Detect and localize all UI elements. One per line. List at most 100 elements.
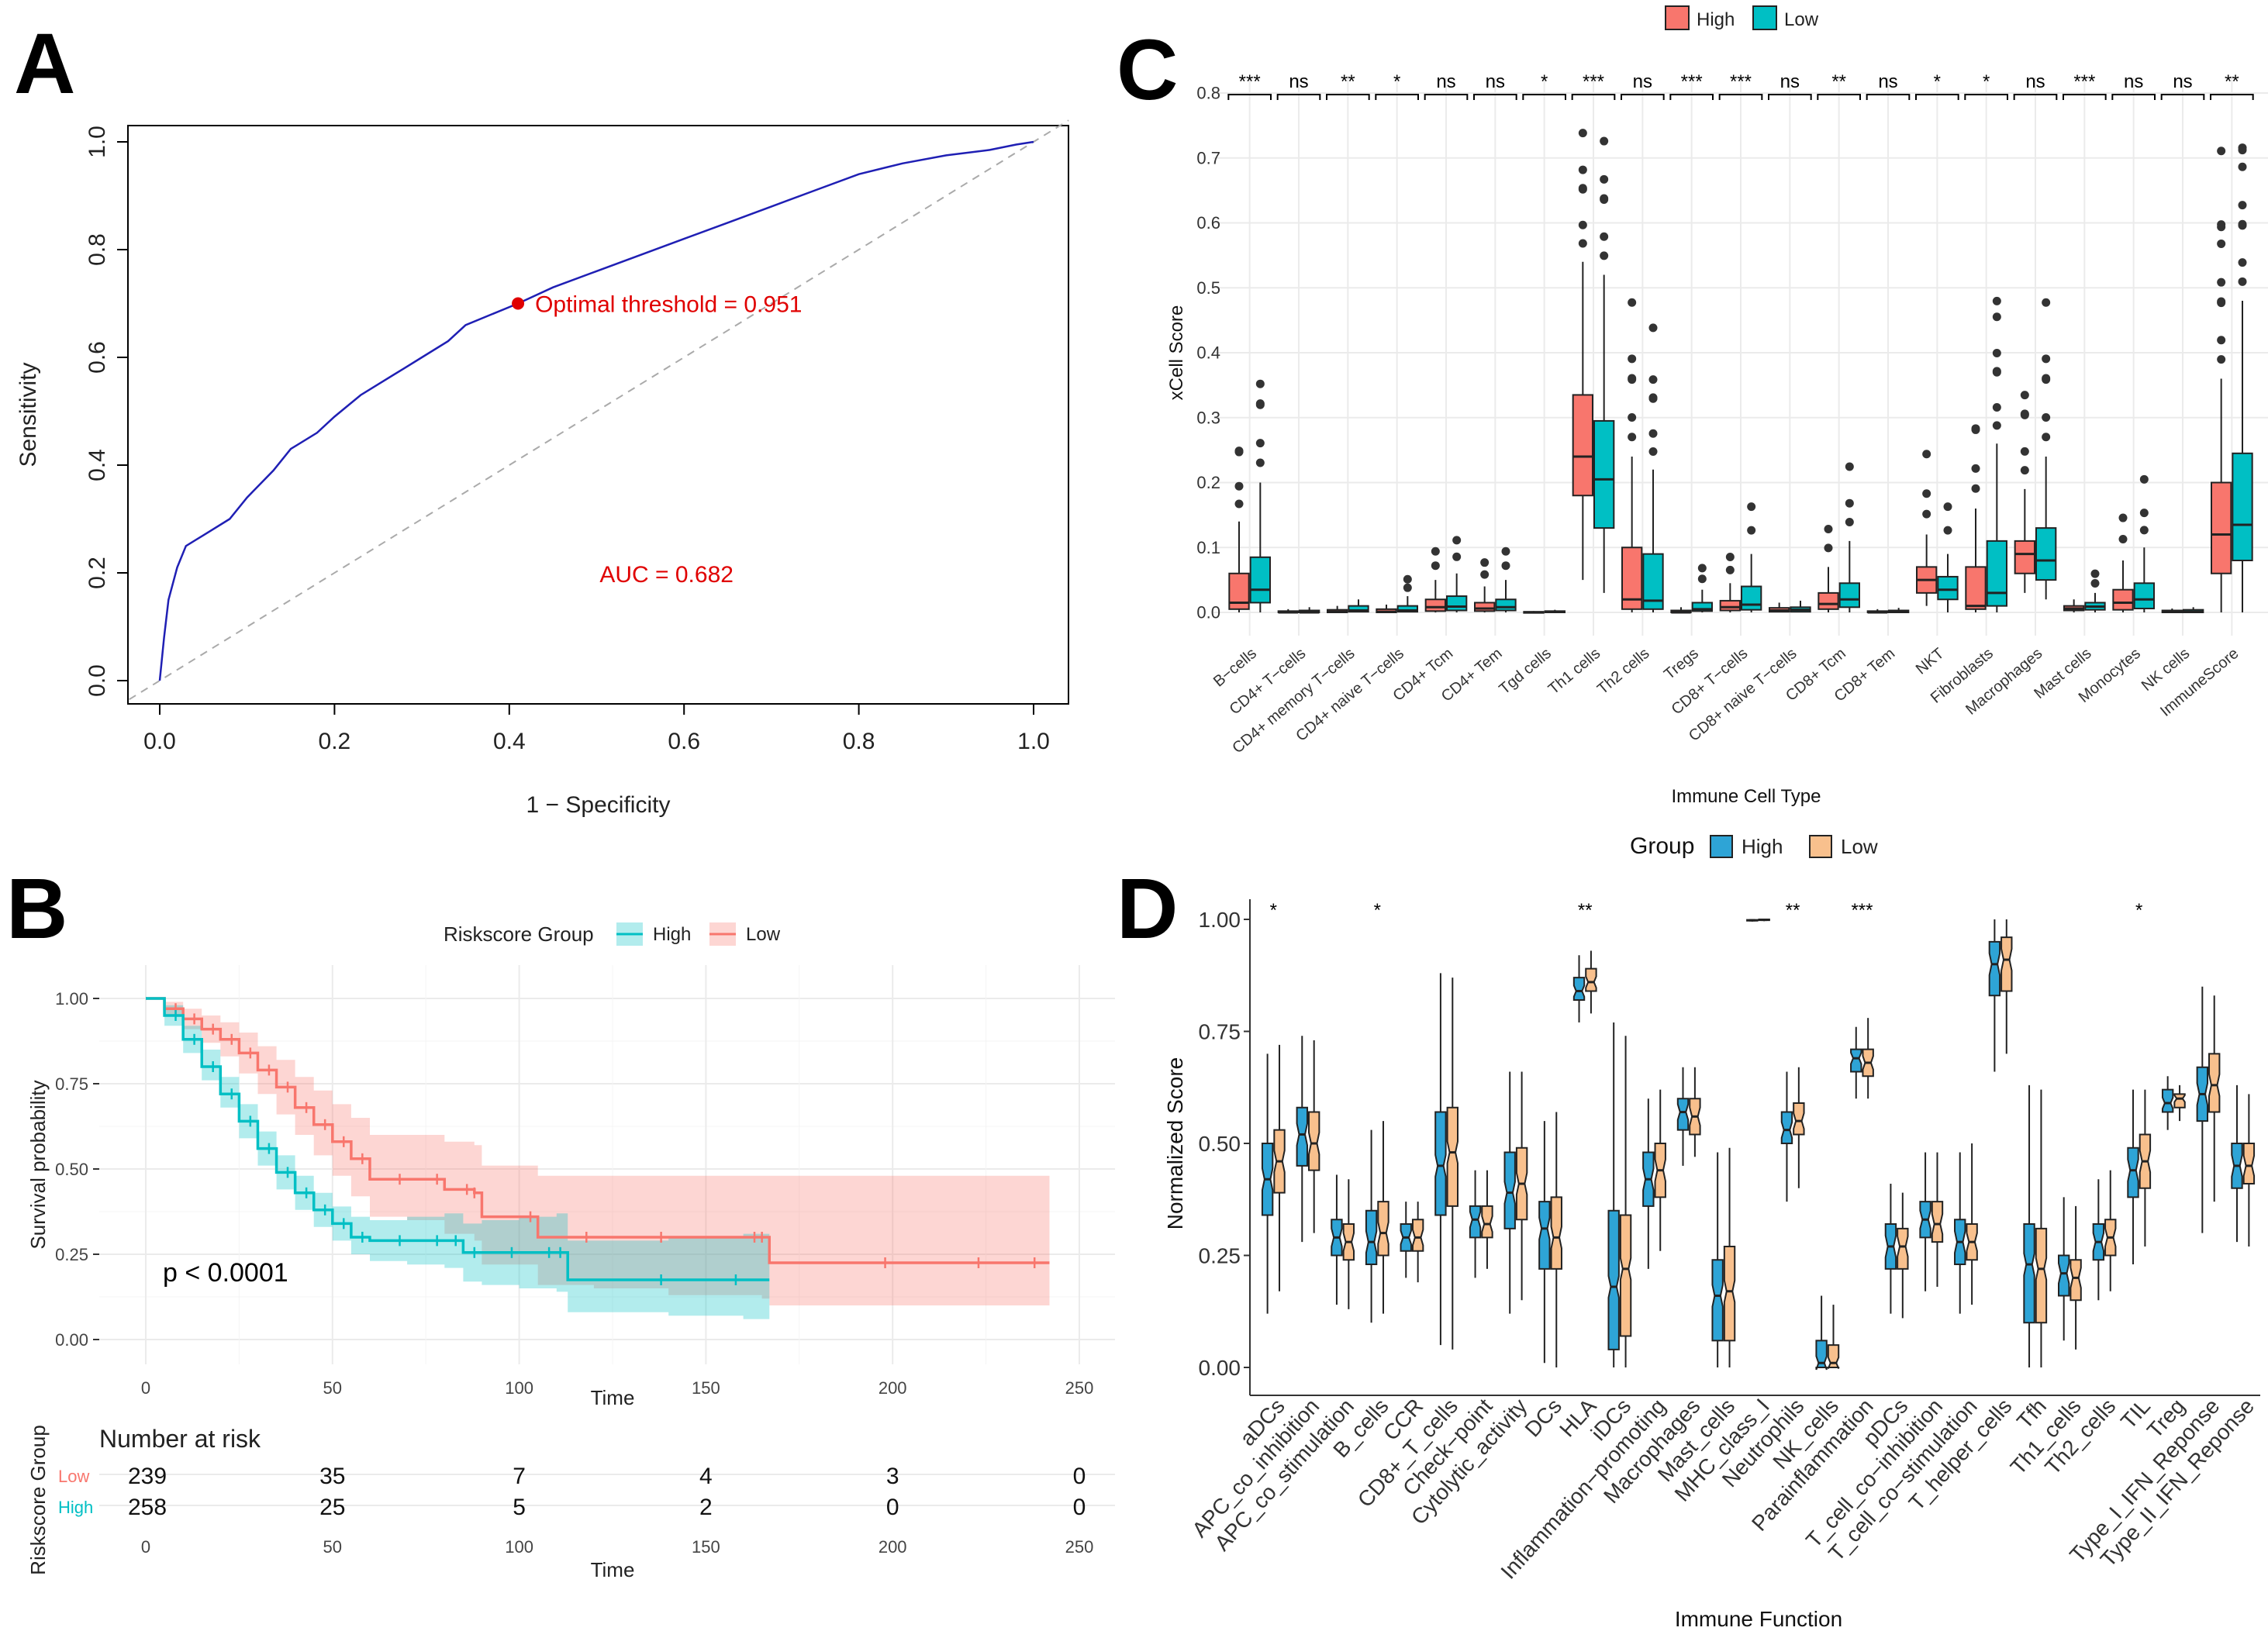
category-label: Tgd cells (1496, 645, 1554, 698)
outlier-point (1697, 574, 1707, 584)
significance-label: ns (2124, 71, 2143, 92)
box-low (1931, 1201, 1944, 1243)
significance-label: *** (1851, 900, 1873, 921)
panel-c-xcell: 0.00.10.20.30.40.50.60.70.8***B−cellsnsC… (1166, 5, 2268, 807)
box-high (1676, 1098, 1690, 1131)
outlier-point (1922, 489, 1931, 498)
outlier-point (1403, 574, 1412, 584)
significance-bracket (1473, 94, 1517, 100)
outlier-point (1628, 413, 1637, 422)
legend-key-low (1752, 5, 1777, 30)
box-high (1780, 1111, 1793, 1144)
outlier-point (1628, 298, 1637, 307)
significance-label: * (1374, 900, 1381, 921)
box-high (1607, 1209, 1620, 1350)
outlier-point (1255, 379, 1265, 388)
y-tick-label: 0.75 (55, 1074, 88, 1094)
box-high (1850, 1048, 1862, 1073)
y-tick-label: 0.7 (1196, 148, 1220, 167)
x-tick-label: 1.0 (1017, 729, 1050, 754)
significance-bracket (1424, 94, 1469, 100)
significance-bracket (2013, 94, 2058, 100)
outlier-point (1992, 348, 2001, 357)
plot-bg (99, 965, 1115, 1364)
significance-label: *** (1239, 71, 1261, 92)
significance-label: * (1983, 71, 1990, 92)
outlier-point (1845, 498, 1854, 508)
outlier-point (2217, 239, 2226, 248)
outlier-point (1725, 565, 1735, 574)
y-tick-label: 0.2 (85, 557, 110, 589)
legend-label-high: High (1742, 835, 1783, 858)
box-high (2058, 1254, 2070, 1297)
risk-count: 35 (319, 1464, 345, 1489)
significance-label: ns (1878, 71, 1897, 92)
risk-count: 5 (513, 1495, 526, 1520)
diagonal-reference (129, 119, 1069, 701)
y-tick-label: 0.50 (55, 1160, 88, 1179)
outlier-point (2217, 220, 2226, 229)
category-label: NKT (1913, 645, 1948, 678)
outlier-point (2139, 526, 2149, 535)
y-tick-label: 0.00 (1199, 1356, 1241, 1380)
outlier-point (1600, 232, 1609, 241)
box-low (1723, 1245, 1736, 1342)
outlier-point (2020, 447, 2029, 456)
significance-bracket (1621, 94, 1665, 100)
significance-label: ns (2025, 71, 2045, 92)
outlier-point (1600, 251, 1609, 260)
outlier-point (1234, 499, 1244, 509)
outlier-point (1578, 165, 1587, 174)
x-tick-label: 100 (505, 1378, 533, 1398)
risk-table-title: Number at risk (99, 1425, 261, 1453)
outlier-point (2217, 278, 2226, 287)
outlier-point (2042, 374, 2051, 383)
legend-title: Group (1630, 833, 1694, 859)
risk-x-tick-label: 200 (879, 1537, 907, 1557)
panel-d-immune-function: 0.000.250.500.751.00 *aDCsAPC_co_inhibiti… (1163, 833, 2260, 1631)
x-tick-label: 0.6 (668, 729, 700, 754)
significance-bracket (2111, 94, 2156, 100)
legend-key-high (1665, 5, 1690, 30)
box-low (2242, 1143, 2256, 1185)
outlier-point (1480, 558, 1490, 567)
risk-count: 0 (886, 1495, 899, 1520)
ci-band-high (146, 998, 770, 1319)
risk-row-label-low: Low (58, 1467, 89, 1486)
ci-band-low (146, 998, 1050, 1305)
significance-label: ** (1341, 71, 1355, 92)
risk-x-tick-label: 250 (1065, 1537, 1094, 1557)
x-axis-label: Time (591, 1386, 635, 1409)
y-tick-label: 0.0 (1196, 603, 1220, 622)
outlier-point (1648, 323, 1658, 333)
significance-label: * (1393, 71, 1400, 92)
box-low (1838, 582, 1861, 609)
outlier-point (1992, 403, 2001, 412)
box-low (2000, 936, 2013, 992)
outlier-point (1578, 129, 1587, 138)
risk-count: 0 (1073, 1464, 1086, 1489)
y-axis-label: xCell Score (1166, 305, 1187, 401)
box-high (1572, 394, 1593, 497)
box-high (1434, 1111, 1447, 1216)
category-label: Th2 cells (1594, 645, 1652, 698)
box-low (1827, 1344, 1840, 1369)
outlier-point (1747, 502, 1756, 512)
significance-label: ns (1780, 71, 1800, 92)
significance-label: ns (2173, 71, 2192, 92)
y-tick-label: 0.6 (85, 341, 110, 374)
box-high (2127, 1147, 2139, 1198)
outlier-point (2118, 513, 2128, 522)
survival-curve-low (146, 997, 1050, 1264)
y-tick-label: 1.0 (85, 126, 110, 158)
y-tick-label: 0.8 (85, 233, 110, 266)
y-tick-label: 0.25 (1199, 1243, 1241, 1267)
outlier-point (1922, 450, 1931, 459)
x-tick-label: 50 (323, 1378, 342, 1398)
risk-count: 4 (699, 1464, 713, 1489)
box-low (1793, 1102, 1805, 1136)
significance-bracket (1866, 94, 1911, 100)
significance-bracket (1718, 94, 1763, 100)
box-low (1411, 1219, 1424, 1252)
y-tick-label: 0.75 (1199, 1019, 1241, 1043)
